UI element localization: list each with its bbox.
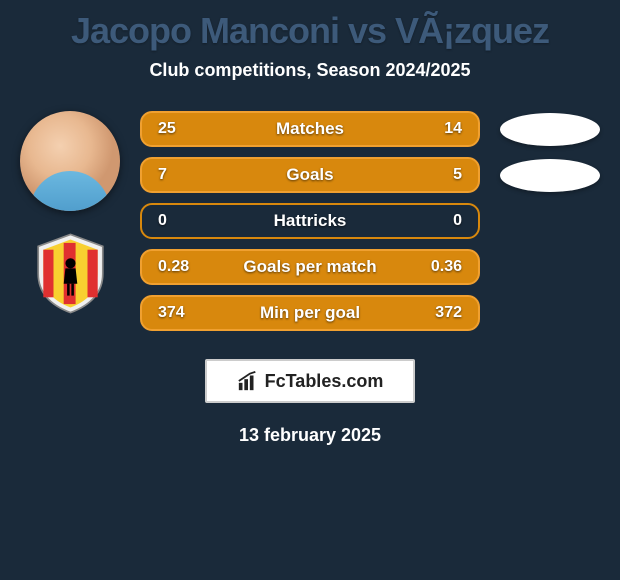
- stat-p2-value: 0: [402, 212, 462, 230]
- stat-label: Min per goal: [218, 303, 402, 323]
- content-area: 25 Matches 14 7 Goals 5 0 Hattricks 0 0.…: [0, 111, 620, 341]
- stat-p1-value: 374: [158, 304, 218, 322]
- subtitle: Club competitions, Season 2024/2025: [0, 60, 620, 81]
- stats-column: 25 Matches 14 7 Goals 5 0 Hattricks 0 0.…: [130, 111, 490, 341]
- shield-icon: [28, 231, 113, 316]
- page-title: Jacopo Manconi vs VÃ¡zquez: [0, 10, 620, 52]
- stat-label: Goals per match: [218, 257, 402, 277]
- chart-icon: [237, 370, 259, 392]
- stat-row-goals: 7 Goals 5: [140, 157, 480, 193]
- stat-label: Matches: [218, 119, 402, 139]
- player1-photo: [20, 111, 120, 211]
- stat-p2-value: 0.36: [402, 258, 462, 276]
- stat-row-mpg: 374 Min per goal 372: [140, 295, 480, 331]
- stat-p2-value: 372: [402, 304, 462, 322]
- player2-photo-placeholder: [500, 113, 600, 146]
- brand-badge[interactable]: FcTables.com: [205, 359, 415, 403]
- date-line: 13 february 2025: [0, 425, 620, 446]
- brand-text: FcTables.com: [265, 371, 384, 392]
- player2-badge-placeholder: [500, 159, 600, 192]
- stat-p1-value: 0.28: [158, 258, 218, 276]
- stat-p2-value: 5: [402, 166, 462, 184]
- player1-column: [10, 111, 130, 316]
- stat-p1-value: 0: [158, 212, 218, 230]
- stat-row-gpm: 0.28 Goals per match 0.36: [140, 249, 480, 285]
- stat-p1-value: 7: [158, 166, 218, 184]
- stat-row-matches: 25 Matches 14: [140, 111, 480, 147]
- stat-row-hattricks: 0 Hattricks 0: [140, 203, 480, 239]
- stat-p1-value: 25: [158, 120, 218, 138]
- player2-column: [490, 111, 610, 192]
- player1-team-badge: [28, 231, 113, 316]
- stat-label: Goals: [218, 165, 402, 185]
- stat-label: Hattricks: [218, 211, 402, 231]
- stat-p2-value: 14: [402, 120, 462, 138]
- comparison-card: Jacopo Manconi vs VÃ¡zquez Club competit…: [0, 0, 620, 456]
